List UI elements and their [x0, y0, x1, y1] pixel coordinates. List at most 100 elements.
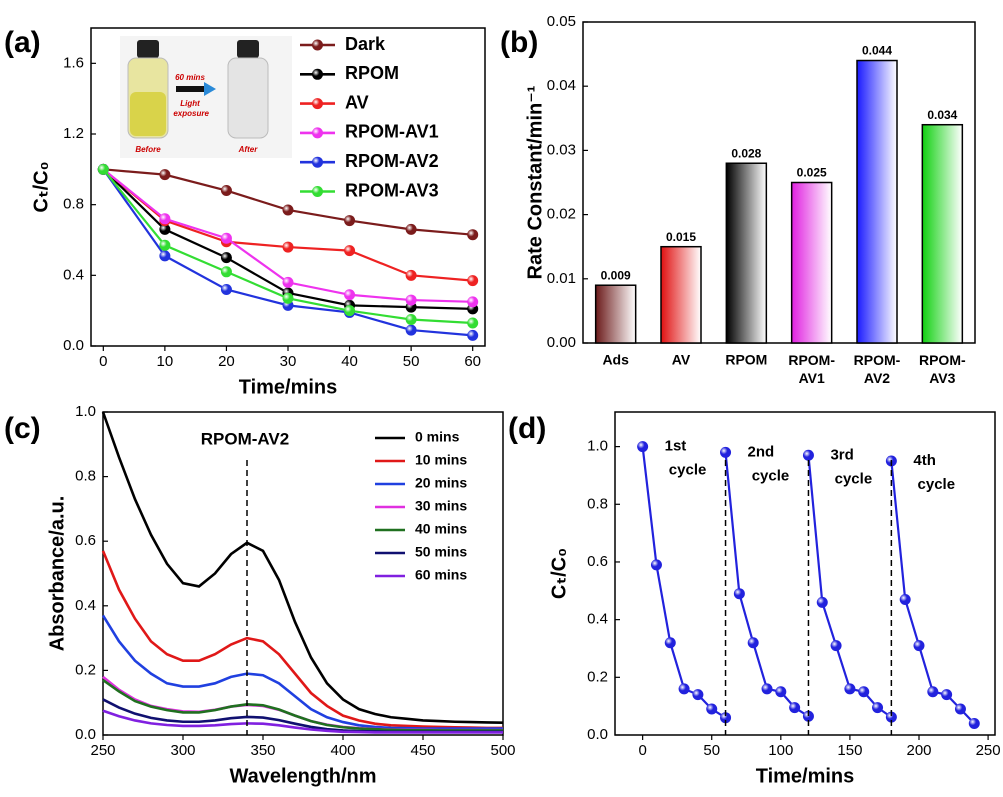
data-point	[650, 559, 662, 571]
y-tick-label: 0.0	[587, 726, 608, 743]
arrow-body	[176, 86, 204, 92]
legend-label: 0 mins	[415, 429, 460, 445]
data-point	[941, 689, 953, 701]
legend-marker	[312, 156, 323, 168]
data-point	[344, 215, 356, 227]
data-point	[282, 241, 294, 253]
data-point	[830, 640, 842, 652]
data-point	[678, 683, 690, 695]
y-tick-label: 1.6	[63, 54, 84, 71]
series-line	[890, 460, 976, 725]
legend-marker	[312, 98, 323, 110]
data-point	[637, 441, 649, 453]
liquid-yellow	[130, 92, 166, 136]
y-tick-label: 0.6	[75, 532, 96, 549]
series-line	[101, 411, 504, 725]
legend-label: 50 mins	[415, 544, 467, 560]
data-point	[220, 283, 232, 295]
x-tick-label: 20	[218, 353, 235, 370]
data-point	[775, 686, 787, 698]
data-point	[159, 169, 171, 181]
data-point	[720, 712, 732, 724]
legend-marker	[312, 186, 323, 197]
panel-label: (b)	[500, 26, 538, 59]
x-tick-label: 300	[170, 742, 195, 759]
cycle-label: 2nd cycle	[748, 443, 790, 484]
y-tick-label: 0.05	[547, 13, 576, 30]
x-tick-label: 450	[410, 742, 435, 759]
x-tick-label: 350	[250, 742, 275, 759]
data-point	[968, 717, 980, 729]
annotation: RPOM-AV2	[201, 429, 289, 448]
data-point	[159, 239, 171, 251]
x-tick-label: 50	[703, 742, 720, 759]
x-tick-label: 400	[330, 742, 355, 759]
value-label: 0.009	[601, 268, 631, 282]
legend-label: Dark	[345, 34, 386, 54]
data-point	[706, 703, 718, 715]
x-tick-label: 0	[638, 742, 646, 759]
data-point	[802, 449, 814, 461]
legend-marker	[312, 127, 323, 139]
data-point	[344, 289, 356, 301]
data-point	[97, 163, 109, 175]
value-label: 0.034	[927, 108, 957, 122]
value-label: 0.025	[797, 166, 827, 180]
cycle-label: 1st cycle	[665, 438, 707, 479]
inset-label: Before	[135, 145, 161, 154]
x-tick-label: 100	[768, 742, 793, 759]
data-point	[844, 683, 856, 695]
x-tick-label: 30	[280, 353, 297, 370]
x-tick-label: 0	[99, 353, 107, 370]
legend-label: RPOM-AV2	[345, 151, 439, 171]
bar	[790, 181, 833, 344]
y-tick-label: 0.03	[547, 141, 576, 158]
series-line	[102, 709, 503, 734]
y-axis-title: Rate Constant/min⁻¹	[524, 85, 546, 279]
inset-label: After	[238, 145, 259, 154]
x-tick-label: Ads	[602, 352, 629, 368]
bottle-cap	[137, 40, 159, 58]
data-point	[220, 266, 232, 278]
y-tick-label: 0.4	[63, 266, 84, 283]
x-tick-label: 200	[906, 742, 931, 759]
plot-frame	[102, 411, 504, 736]
y-tick-label: 1.2	[63, 125, 84, 142]
x-tick-label: AV	[672, 352, 691, 368]
x-tick-label: 250	[976, 742, 1001, 759]
series-line	[101, 614, 503, 730]
bottle-after	[227, 57, 269, 139]
panel-label: (d)	[508, 412, 546, 445]
y-axis-title: Cₜ/C₀	[548, 548, 570, 599]
y-tick-label: 0.01	[547, 270, 576, 287]
data-point	[405, 294, 417, 306]
data-point	[467, 329, 479, 341]
data-point	[899, 593, 911, 605]
data-point	[802, 710, 814, 722]
data-point	[467, 317, 479, 329]
data-point	[159, 250, 171, 262]
y-axis-title: Cₜ/C₀	[30, 161, 52, 212]
data-point	[720, 446, 732, 458]
x-tick-label: RPOM-AV2	[854, 352, 901, 386]
data-point	[872, 702, 884, 714]
y-tick-label: 0.4	[587, 611, 608, 628]
data-point	[885, 711, 897, 723]
bar	[856, 59, 898, 344]
data-point	[467, 275, 479, 287]
legend-label: AV	[345, 92, 369, 112]
x-axis-title: Time/mins	[239, 376, 338, 398]
y-tick-label: 0.00	[547, 334, 576, 351]
data-point	[282, 276, 294, 288]
series-line	[101, 550, 503, 730]
data-point	[282, 204, 294, 216]
data-point	[467, 296, 479, 308]
data-point	[747, 637, 759, 649]
x-tick-label: 10	[157, 353, 174, 370]
value-label: 0.028	[731, 146, 761, 160]
inset-label: Light exposure	[171, 99, 209, 118]
x-tick-label: RPOM	[725, 352, 767, 368]
legend-label: RPOM	[345, 63, 399, 83]
data-point	[220, 185, 232, 197]
data-point	[220, 252, 232, 264]
